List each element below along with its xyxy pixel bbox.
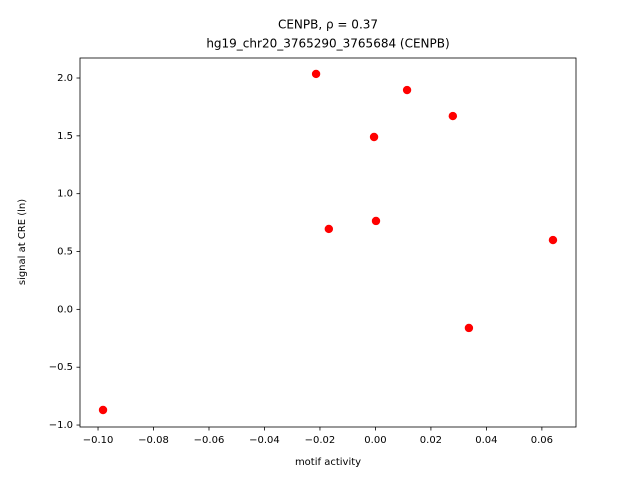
x-tick-label: −0.06 — [194, 435, 225, 446]
point — [98, 405, 108, 415]
y-tick-label: 2.0 — [57, 73, 73, 84]
x-tick-label: −0.02 — [305, 435, 336, 446]
y-tick-label: −1.0 — [49, 420, 73, 431]
point — [402, 85, 412, 95]
point — [324, 224, 334, 234]
x-tick-label: −0.10 — [83, 435, 114, 446]
y-tick-label: 0.0 — [57, 304, 73, 315]
x-tick-label: 0.04 — [475, 435, 497, 446]
chart-title: CENPB, ρ = 0.37 — [278, 18, 378, 32]
point — [464, 323, 474, 333]
y-axis-label: signal at CRE (ln) — [17, 199, 28, 285]
point — [548, 235, 558, 245]
x-tick-label: −0.04 — [249, 435, 280, 446]
y-tick-label: 1.5 — [57, 131, 73, 142]
chart-subtitle: hg19_chr20_3765290_3765684 (CENPB) — [206, 37, 449, 51]
x-tick-label: −0.08 — [138, 435, 169, 446]
plot-frame — [79, 57, 577, 428]
y-tick-label: 0.5 — [57, 247, 73, 258]
point — [311, 69, 321, 79]
point — [448, 111, 458, 121]
point — [371, 216, 381, 226]
x-tick-label: 0.06 — [531, 435, 553, 446]
x-tick-label: 0.00 — [364, 435, 386, 446]
x-axis-label: motif activity — [295, 457, 361, 468]
point — [369, 132, 379, 142]
y-tick-label: −0.5 — [49, 362, 73, 373]
y-tick-label: 1.0 — [57, 189, 73, 200]
x-tick-label: 0.02 — [420, 435, 442, 446]
